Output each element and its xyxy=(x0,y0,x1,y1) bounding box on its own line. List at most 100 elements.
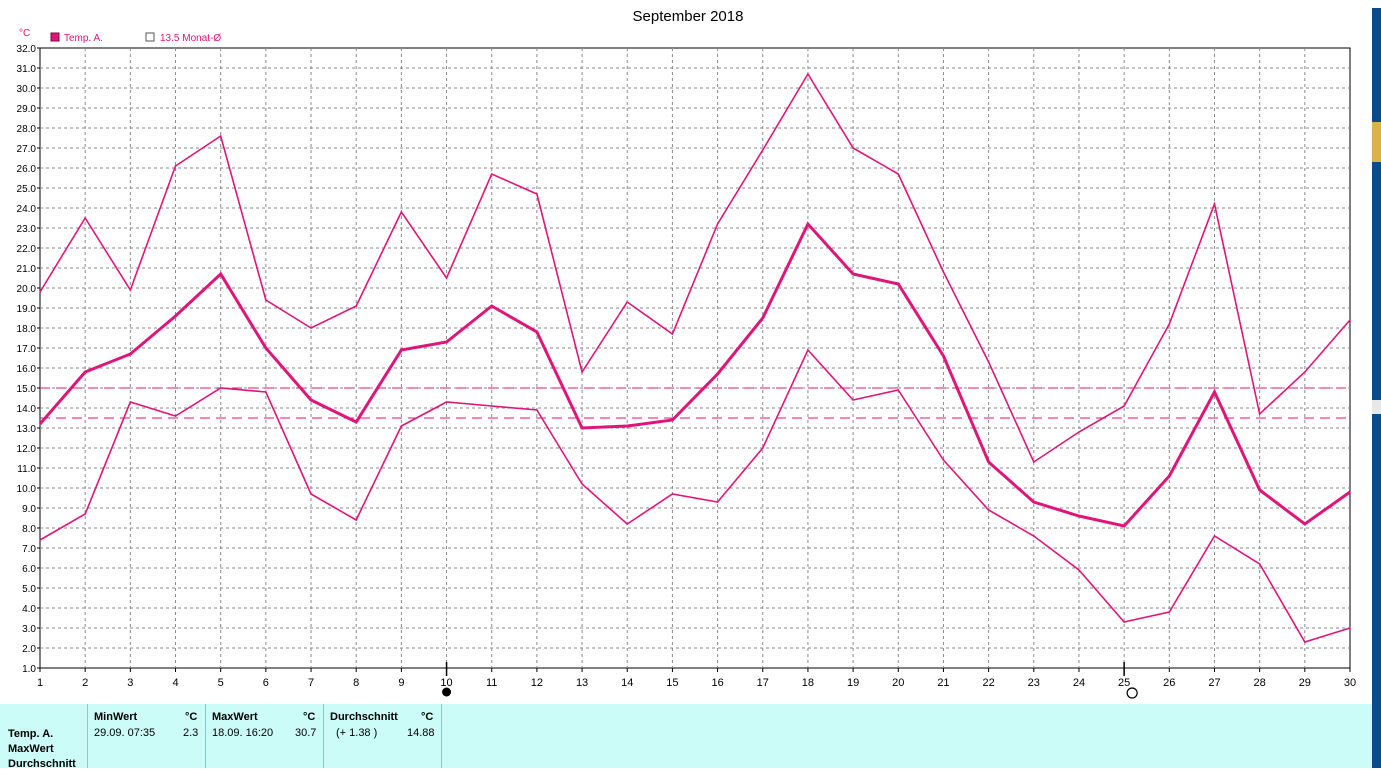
x-tick-label: 26 xyxy=(1163,677,1175,689)
data-point-min xyxy=(852,399,854,401)
data-point-avg xyxy=(807,223,809,225)
y-tick-label: 21.0 xyxy=(17,264,37,275)
x-tick-label: 13 xyxy=(576,677,588,689)
x-tick-label: 10 xyxy=(440,677,452,689)
x-tick-label: 11 xyxy=(486,677,497,689)
data-point-min xyxy=(310,493,312,495)
data-point-max xyxy=(490,173,493,175)
y-tick-label: 26.0 xyxy=(17,164,37,175)
y-tick-label: 23.0 xyxy=(17,224,37,235)
x-tick-label: 1 xyxy=(37,677,43,689)
chart-title: September 2018 xyxy=(633,8,744,25)
y-tick-label: 11.0 xyxy=(17,464,36,475)
stats-label-column xyxy=(0,704,88,768)
data-point-max xyxy=(1213,203,1216,205)
data-point-min xyxy=(536,409,538,411)
minwert-column: MinWert °C 29.09. 07:35 2.3 xyxy=(88,704,206,768)
x-tick-label: 21 xyxy=(937,677,949,689)
row-label-durchschnitt: Durchschnitt xyxy=(8,758,76,770)
legend-swatch-temp xyxy=(50,32,60,42)
x-tick-label: 20 xyxy=(892,677,904,689)
x-tick-label: 14 xyxy=(621,677,633,689)
durchschnitt-value: 14.88 xyxy=(407,727,435,739)
x-tick-label: 3 xyxy=(127,677,133,689)
y-tick-label: 4.0 xyxy=(22,604,36,615)
data-point-max xyxy=(174,165,177,167)
x-tick-label: 2 xyxy=(82,677,88,689)
desktop-icon-fragment xyxy=(1372,122,1381,162)
data-point-max xyxy=(581,371,583,373)
data-point-avg xyxy=(897,283,900,285)
y-tick-label: 12.0 xyxy=(17,444,37,455)
data-point-max xyxy=(355,305,358,307)
data-point-avg xyxy=(265,347,267,349)
data-point-avg xyxy=(536,331,538,333)
x-tick-label: 25 xyxy=(1118,677,1130,689)
data-point-min xyxy=(987,509,990,511)
data-point-min xyxy=(39,539,41,541)
data-point-avg xyxy=(39,423,41,425)
data-point-max xyxy=(84,217,86,219)
data-point-max xyxy=(1168,323,1171,325)
durchschnitt-delta: (+ 1.38 ) xyxy=(336,727,378,739)
data-point-avg xyxy=(1349,491,1351,493)
data-point-min xyxy=(219,387,222,389)
y-tick-label: 22.0 xyxy=(17,244,37,255)
x-tick-label: 19 xyxy=(847,677,859,689)
data-point-avg xyxy=(174,315,177,317)
data-point-max xyxy=(1349,319,1351,321)
y-tick-label: 31.0 xyxy=(17,64,37,75)
data-point-min xyxy=(445,401,448,403)
row-label-maxwert: MaxWert xyxy=(8,743,54,755)
data-point-min xyxy=(942,459,945,461)
x-tick-label: 15 xyxy=(666,677,678,689)
data-point-avg xyxy=(1213,391,1216,393)
data-point-max xyxy=(445,277,448,279)
y-tick-label: 24.0 xyxy=(17,204,37,215)
data-point-min xyxy=(355,519,358,521)
y-tick-label: 10.0 xyxy=(17,484,37,495)
minwert-value: 2.3 xyxy=(183,727,199,739)
x-tick-label: 28 xyxy=(1254,677,1266,689)
data-point-min xyxy=(129,401,132,403)
data-point-max xyxy=(1032,461,1035,463)
data-point-min xyxy=(1304,641,1306,643)
minwert-header: MinWert xyxy=(94,711,138,723)
data-point-max xyxy=(39,291,41,293)
data-point-min xyxy=(897,389,900,391)
data-point-avg xyxy=(1168,475,1171,477)
legend-swatch-monthly-avg xyxy=(145,32,155,42)
y-axis-unit: °C xyxy=(19,28,30,39)
data-point-max xyxy=(1258,413,1261,415)
data-point-avg xyxy=(581,427,583,429)
data-point-avg xyxy=(1032,501,1035,503)
data-point-min xyxy=(265,391,267,393)
data-point-max xyxy=(265,299,267,301)
x-tick-label: 22 xyxy=(982,677,994,689)
y-tick-label: 28.0 xyxy=(17,124,37,135)
y-tick-label: 2.0 xyxy=(22,644,36,655)
series-line-avg xyxy=(38,221,1351,528)
data-point-max xyxy=(1304,371,1306,373)
data-point-avg xyxy=(400,349,403,351)
data-point-min xyxy=(174,415,177,417)
data-point-min xyxy=(1213,535,1216,537)
x-tick-label: 30 xyxy=(1344,677,1356,689)
data-point-min xyxy=(84,513,86,515)
data-point-avg xyxy=(219,273,222,275)
data-point-max xyxy=(897,173,900,175)
data-point-max xyxy=(852,147,854,149)
data-point-min xyxy=(1258,563,1261,565)
data-point-min xyxy=(716,501,719,503)
y-tick-label: 15.0 xyxy=(17,384,37,395)
durchschnitt-header: Durchschnitt xyxy=(330,711,398,723)
data-point-avg xyxy=(852,273,854,275)
x-tick-label: 29 xyxy=(1299,677,1311,689)
statistics-panel: Temp. A. MaxWert Durchschnitt MinWert °C… xyxy=(0,704,1372,770)
data-point-avg xyxy=(1078,515,1080,517)
plot-area xyxy=(39,47,1351,669)
data-point-max xyxy=(761,149,764,151)
x-tick-label: 8 xyxy=(353,677,359,689)
durchschnitt-unit: °C xyxy=(421,711,434,723)
data-point-min xyxy=(761,447,764,449)
